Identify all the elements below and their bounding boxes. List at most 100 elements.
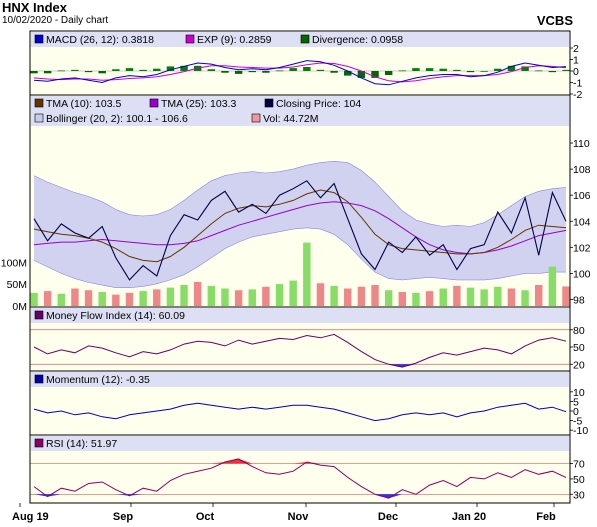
volume-bar <box>330 285 338 306</box>
divergence-bar <box>84 71 93 73</box>
tma10-line <box>33 189 567 263</box>
macd-tick-label: 2 <box>573 43 579 55</box>
closing-price-line <box>33 180 567 281</box>
divergence-bar <box>412 68 420 71</box>
divergence-bar <box>275 70 284 72</box>
divergence-bar <box>139 69 147 71</box>
volume-bar <box>193 281 202 306</box>
divergence-bar <box>357 71 366 78</box>
macd-panel-legend-swatch <box>34 34 44 44</box>
volume-bar <box>166 287 175 306</box>
rsi-tick-label: 30 <box>573 489 585 501</box>
divergence-bar <box>234 71 243 74</box>
price-panel-legend-swatch <box>149 98 159 108</box>
divergence-bar <box>453 69 461 71</box>
macd-tick-label: 0 <box>573 66 579 78</box>
volume-bar <box>275 284 284 306</box>
chart-date: 10/02/2020 - Daily chart <box>2 15 109 26</box>
volume-bar <box>207 285 216 306</box>
divergence-bar <box>71 69 79 71</box>
divergence-bar <box>466 71 475 73</box>
macd-panel-legend-label: EXP (9): 0.2859 <box>197 34 272 46</box>
volume-bar <box>466 287 475 306</box>
volume-bar <box>494 286 502 306</box>
volume-bar <box>562 286 570 306</box>
volume-bar <box>248 289 256 306</box>
price-tick-label: 110 <box>573 138 590 150</box>
volume-bar <box>57 293 65 306</box>
volume-bar <box>521 290 529 306</box>
mfi-tick-label: 20 <box>573 359 585 371</box>
divergence-bar <box>153 68 161 71</box>
rsi-panel-legend-swatch <box>34 438 44 448</box>
price-tick-label: 102 <box>573 242 591 254</box>
volume-bar <box>535 285 543 306</box>
divergence-bar <box>30 71 38 74</box>
macd-panel-legend-label: Divergence: 0.0958 <box>312 34 403 46</box>
volume-bar <box>425 291 434 306</box>
volume-bar <box>507 288 516 306</box>
price-panel-legend-band <box>31 96 569 126</box>
momentum-panel-legend-label: Momentum (12): -0.35 <box>46 374 150 386</box>
macd-panel-legend-label: MACD (26, 12): 0.3818 <box>46 34 154 46</box>
momentum-tick-label: -10 <box>573 425 588 437</box>
volume-bar <box>384 290 393 306</box>
divergence-bar <box>207 69 216 71</box>
index-title: HNX Index <box>2 0 68 15</box>
mfi-panel-legend-label: Money Flow Index (14): 60.09 <box>46 310 185 322</box>
divergence-bar <box>521 66 529 71</box>
volume-bar <box>98 292 106 306</box>
rsi-tick-label: 50 <box>573 474 585 486</box>
momentum-tick-label: -5 <box>573 416 582 428</box>
volume-bar <box>344 288 352 306</box>
price-tick-label: 100 <box>573 268 591 280</box>
x-axis-label: Aug 19 <box>12 511 49 523</box>
volume-tick-label: 0M <box>12 301 27 313</box>
mfi-panel-legend-band <box>31 308 569 323</box>
macd-panel-legend-swatch <box>300 34 310 44</box>
volume-bar <box>180 285 188 306</box>
divergence-bar <box>57 70 65 72</box>
price-tick-label: 108 <box>573 164 591 176</box>
momentum-tick-label: 10 <box>573 387 585 399</box>
divergence-bar <box>344 71 352 76</box>
volume-bar <box>316 283 325 306</box>
divergence-bar <box>98 71 106 74</box>
momentum-line <box>33 402 567 422</box>
price-panel-legend-label: TMA (10): 103.5 <box>46 98 121 110</box>
volume-bar <box>43 291 52 306</box>
macd-tick-label: 1 <box>573 55 579 67</box>
rsi-panel-frame <box>29 434 571 504</box>
volume-bar <box>548 266 557 306</box>
volume-bar <box>139 291 147 306</box>
volume-bar <box>412 292 420 306</box>
volume-bar <box>112 294 120 306</box>
macd-tick-label: -1 <box>573 78 582 90</box>
volume-bar <box>398 292 407 306</box>
macd-line <box>33 60 567 86</box>
price-tick-label: 98 <box>573 294 585 306</box>
rsi-tick-label: 70 <box>573 459 585 471</box>
volume-bar <box>234 290 243 306</box>
bollinger-band <box>34 161 566 288</box>
divergence-bar <box>439 68 447 71</box>
divergence-bar <box>371 71 379 78</box>
rsi-panel-legend-band <box>31 436 569 451</box>
divergence-bar <box>562 69 570 71</box>
volume-bar <box>30 292 38 306</box>
divergence-bar <box>248 71 256 73</box>
x-axis-label: Nov <box>288 511 310 523</box>
divergence-bar <box>330 71 338 73</box>
exp-signal-line <box>33 62 567 83</box>
volume-bar <box>153 289 161 306</box>
volume-bar <box>371 285 379 306</box>
mfi-tick-label: 50 <box>573 342 585 354</box>
mfi-line <box>33 333 567 368</box>
mfi-panel-legend-swatch <box>34 310 44 320</box>
bollinger-upper-line <box>33 160 567 227</box>
divergence-bar <box>535 70 543 72</box>
price-panel-legend-label: TMA (25): 103.3 <box>161 98 236 110</box>
volume-bar <box>303 242 311 306</box>
x-axis-label: Jan 20 <box>452 511 486 523</box>
